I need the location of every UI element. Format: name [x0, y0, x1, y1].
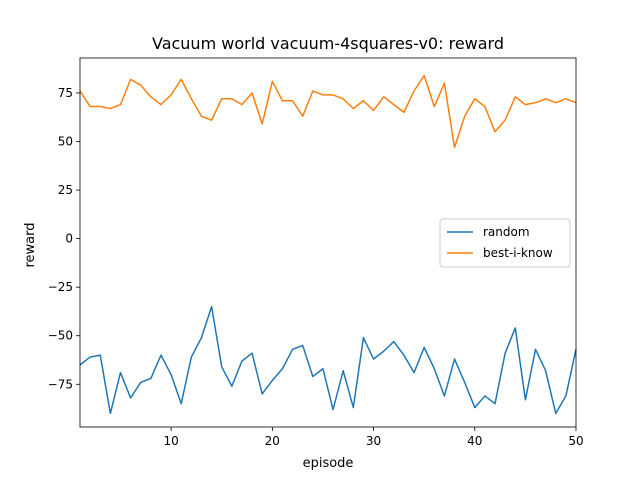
y-tick-label: −75: [48, 377, 73, 391]
legend-frame: [439, 218, 571, 268]
legend-label-random: random: [483, 225, 530, 239]
y-tick-label: 75: [58, 86, 73, 100]
y-tick-label: 0: [65, 232, 73, 246]
plot-area: 10 20 30 40 50 −75 −50 −25 0 25 50 75: [48, 57, 584, 448]
x-tick-label: 10: [163, 434, 178, 448]
chart-title: Vacuum world vacuum-4squares-v0: reward: [152, 34, 504, 53]
series-line-random: [79, 305, 577, 415]
y-axis-label: reward: [23, 222, 38, 267]
axes-frame: [79, 57, 577, 428]
x-tick-label: 20: [265, 434, 280, 448]
series-line-best-i-know: [79, 74, 577, 149]
legend-label-best-i-know: best-i-know: [483, 246, 553, 260]
y-tick-label: −25: [48, 280, 73, 294]
x-tick-label: 30: [366, 434, 381, 448]
x-axis-label: episode: [303, 456, 354, 471]
x-tick-label: 50: [568, 434, 583, 448]
y-tick-label: −50: [48, 329, 73, 343]
x-tick-label: 40: [467, 434, 482, 448]
y-tick-label: 25: [58, 183, 73, 197]
legend: random best-i-know: [439, 218, 571, 268]
y-tick-label: 50: [58, 135, 73, 149]
